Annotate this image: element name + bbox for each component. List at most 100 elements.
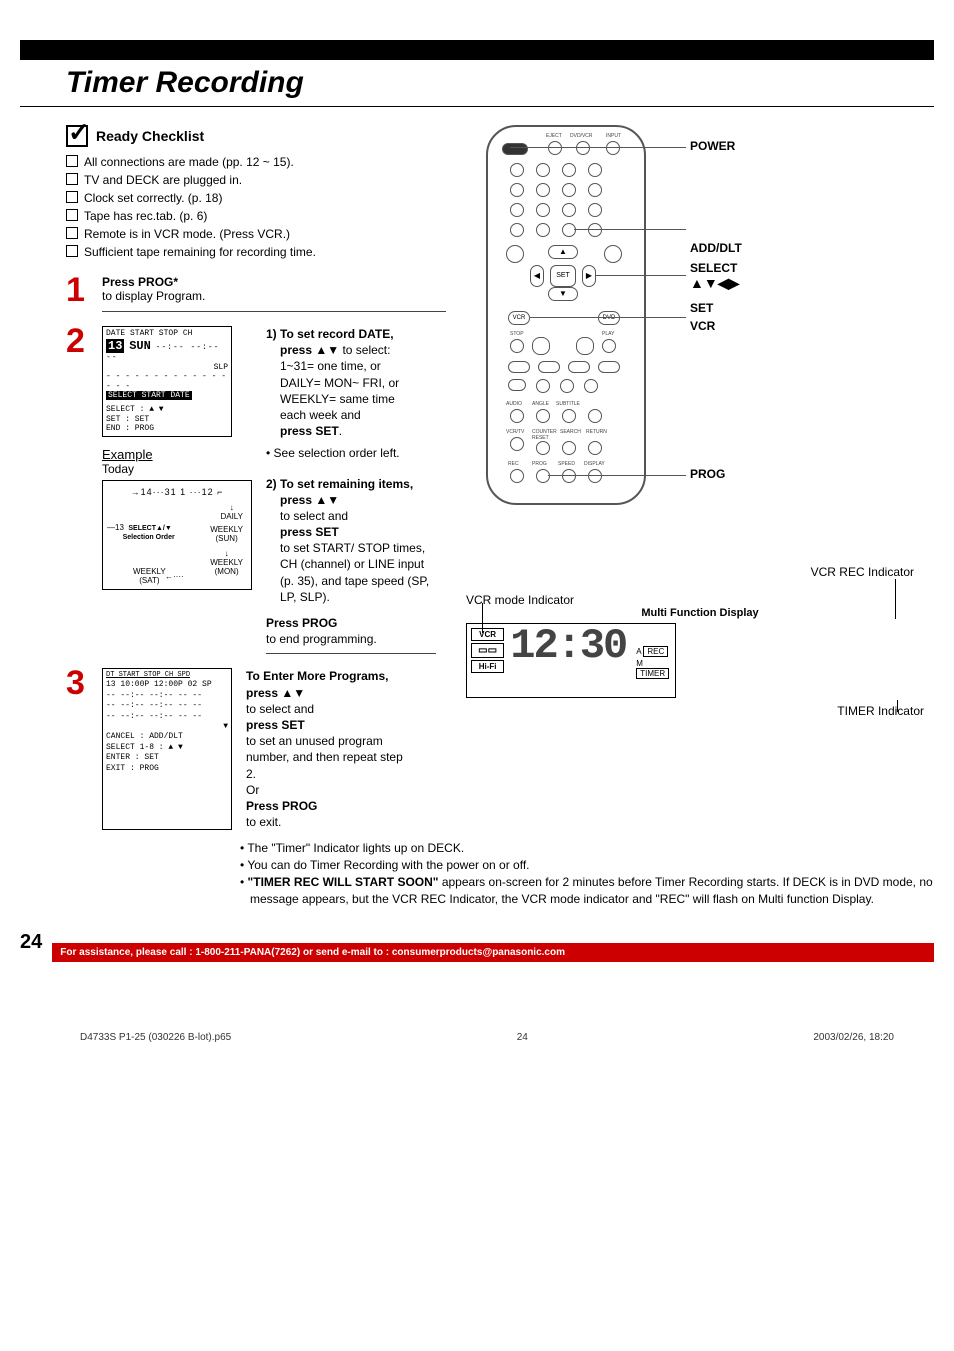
diagram-sel-label: SELECT▲/▼	[128, 525, 171, 532]
misc-1-icon	[536, 379, 550, 393]
step2-line: DAILY= MON~ FRI, or	[280, 376, 399, 390]
slow-back-icon	[538, 361, 560, 373]
diagram-start: 13	[115, 523, 124, 532]
callout-select-arrows: ▲▼◀▶	[690, 275, 739, 292]
rec-icon	[510, 469, 524, 483]
mfd-m: M	[636, 659, 643, 668]
subtitle-icon	[562, 409, 576, 423]
vol-icon	[588, 203, 602, 217]
osd-inv: SELECT START DATE	[106, 391, 192, 400]
nav-left-icon: ◀	[530, 265, 544, 287]
diagram-daily: DAILY	[220, 512, 243, 521]
diagram-weekly-mon: WEEKLY (MON)	[210, 558, 243, 576]
speed-icon	[562, 469, 576, 483]
step2-line: WEEKLY= same time	[280, 392, 395, 406]
vcr-rec-indicator-label: VCR REC Indicator	[466, 565, 914, 579]
osd2-row: -- --:-- --:-- -- --	[106, 701, 228, 711]
assistance-bar: For assistance, please call : 1-800-211-…	[52, 943, 934, 962]
osd-screen-1: DATE START STOP CH 13 SUN --:-- --:-- --…	[102, 326, 232, 437]
num-4-icon	[510, 183, 524, 197]
example-label: Example	[102, 447, 252, 462]
osd-day: SUN	[129, 339, 151, 353]
note-bullet: • The "Timer" Indicator lights up on DEC…	[240, 840, 934, 857]
checklist-item: Clock set correctly. (p. 18)	[66, 189, 446, 207]
power-button-icon	[502, 143, 528, 155]
ch-dn-icon	[588, 183, 602, 197]
osd-date: 13	[106, 339, 124, 353]
step3-or: Or	[246, 783, 259, 797]
step3-h: To Enter More Programs,	[246, 668, 416, 684]
num-8-icon	[536, 203, 550, 217]
mfd-time: 12:30	[510, 628, 626, 681]
step2-line: 1~31= one time, or	[280, 359, 381, 373]
add-dlt-icon	[562, 223, 576, 237]
menu-icon	[604, 245, 622, 263]
mfd-hifi-badge: Hi-Fi	[471, 660, 504, 673]
step3-press-set: press SET	[246, 718, 305, 732]
checklist-heading: Ready Checklist	[96, 128, 204, 144]
step2-press-set2: press SET	[280, 525, 339, 539]
stop-button-icon	[510, 339, 524, 353]
set-button-icon: SET	[550, 265, 576, 287]
vcrtv-icon	[510, 437, 524, 451]
checklist-item: TV and DECK are plugged in.	[66, 171, 446, 189]
step3-line: to set an unused program number, and the…	[246, 734, 403, 780]
dvdvcr-button-icon	[576, 141, 590, 155]
callout-set: SET	[690, 301, 713, 315]
step2-press1: press ▲▼	[280, 343, 339, 357]
footer-date: 2003/02/26, 18:20	[813, 1032, 894, 1043]
rew-button-icon	[532, 337, 550, 355]
osd-select: SELECT : ▲ ▼	[106, 405, 228, 415]
num-2-icon	[536, 163, 550, 177]
num-3-icon	[562, 163, 576, 177]
step2-h1: 1) To set record DATE,	[266, 326, 436, 342]
eject-button-icon	[548, 141, 562, 155]
osd2-hdr: DT START STOP CH SPD	[106, 671, 228, 680]
checklist-item: Remote is in VCR mode. (Press VCR.)	[66, 225, 446, 243]
footer-page: 24	[517, 1032, 528, 1043]
checklist-item: Sufficient tape remaining for recording …	[66, 243, 446, 261]
today-label: Today	[102, 462, 252, 476]
step-number-3: 3	[66, 668, 92, 830]
osd2-row: -- --:-- --:-- -- --	[106, 712, 228, 722]
mfd-title: Multi Function Display	[466, 607, 934, 619]
mfd-rec-badge: REC	[643, 646, 668, 657]
step3-line: to select and	[246, 702, 314, 716]
num-6-icon	[562, 183, 576, 197]
osd2-select: SELECT 1-8 : ▲ ▼	[106, 743, 228, 753]
audio-icon	[510, 409, 524, 423]
mfd-timer-badge: TIMER	[636, 668, 669, 679]
callout-select: SELECT	[690, 261, 737, 275]
vcr-mode-indicator-label: VCR mode Indicator	[466, 593, 934, 607]
action-icon	[506, 245, 524, 263]
step3-exit: to exit.	[246, 815, 281, 829]
skip-back-icon	[508, 361, 530, 373]
diagram-weekly-sat: WEEKLY (SAT)	[133, 567, 166, 585]
step2-bullet1: • See selection order left.	[266, 445, 436, 461]
skip-fwd-icon	[598, 361, 620, 373]
nav-up-icon: ▲	[548, 245, 578, 259]
ff-button-icon	[576, 337, 594, 355]
callout-power: POWER	[690, 139, 735, 153]
osd2-exit: EXIT : PROG	[106, 764, 228, 774]
step2-press-set: press SET	[280, 424, 339, 438]
osd-header: DATE START STOP CH	[106, 329, 228, 339]
step2-line: each week and	[280, 408, 361, 422]
num-100-icon	[510, 223, 524, 237]
mfd-tape-icon: ▭▭	[471, 643, 504, 658]
angle-icon	[536, 409, 550, 423]
osd2-cancel: CANCEL : ADD/DLT	[106, 732, 228, 742]
multi-function-display: VCR ▭▭ Hi-Fi 12:30 A REC M TIMER	[466, 623, 676, 698]
diagram-weekly-sun: WEEKLY (SUN)	[210, 525, 243, 543]
step2-end-prog: to end programming.	[266, 632, 377, 646]
play-button-icon	[602, 339, 616, 353]
prog-button-icon	[536, 469, 550, 483]
step2-press-prog: Press PROG	[266, 616, 337, 630]
callout-vcr: VCR	[690, 319, 715, 333]
num-5-icon	[536, 183, 550, 197]
osd-screen-2: DT START STOP CH SPD 13 10:00P 12:00P 02…	[102, 668, 232, 830]
pause-icon	[508, 379, 526, 391]
remote-diagram: EJECT DVD/VCR INPUT	[486, 125, 646, 505]
footer-file: D4733S P1-25 (030226 B-lot).p65	[80, 1032, 231, 1043]
misc-2-icon	[560, 379, 574, 393]
